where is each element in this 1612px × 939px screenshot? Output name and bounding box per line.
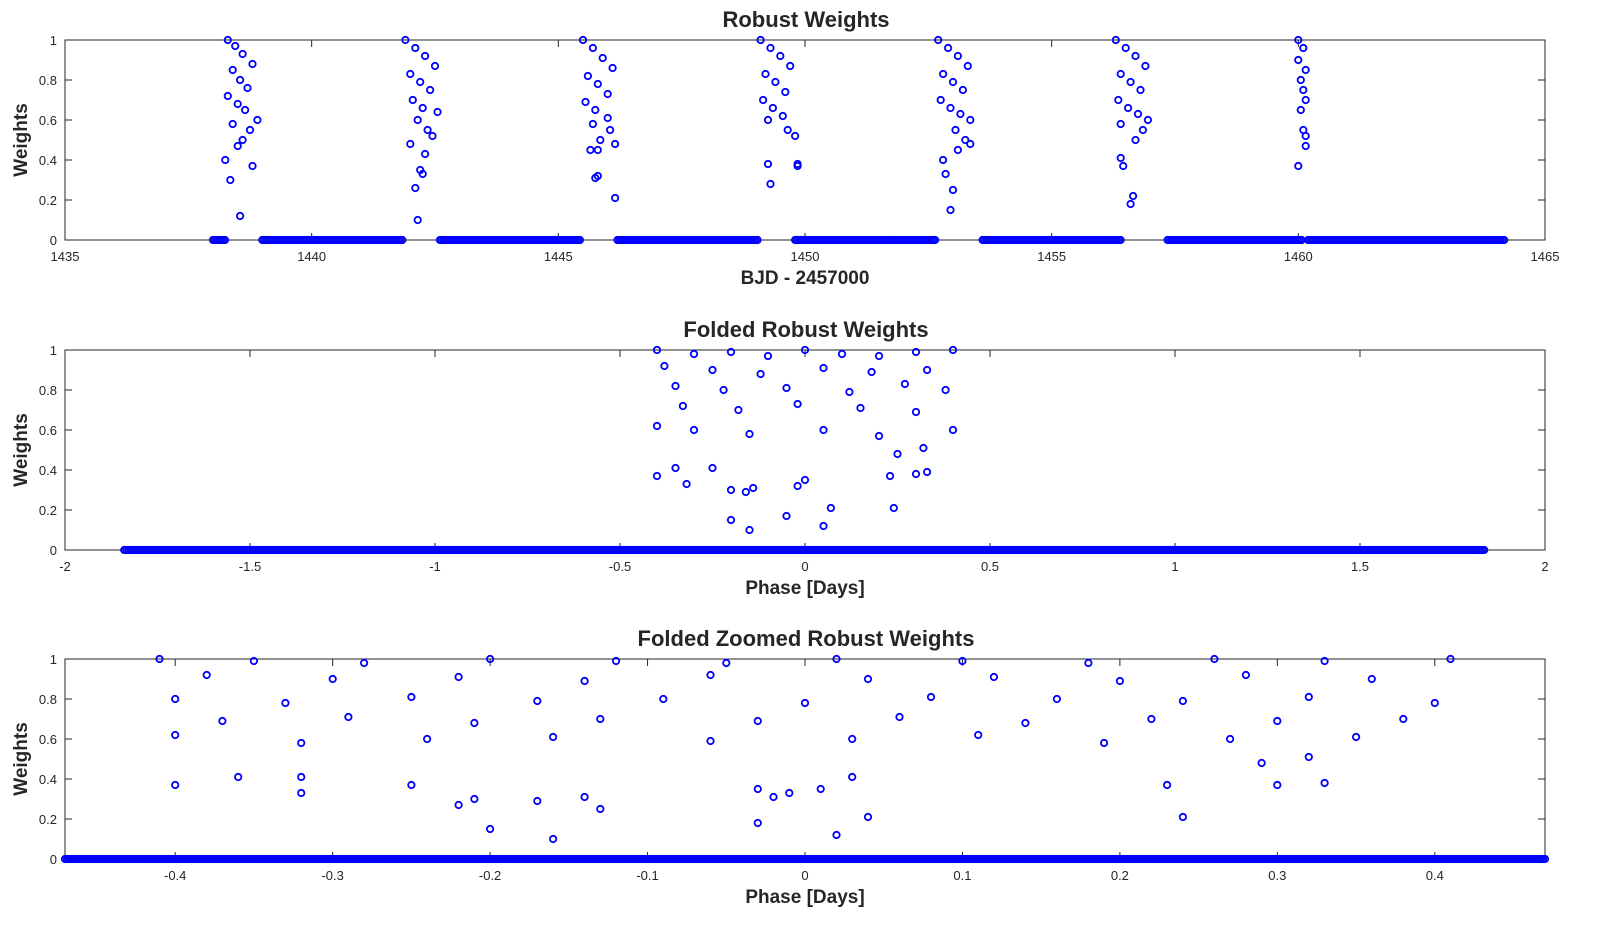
panel-1-x-tick-label: 1450 [791, 249, 820, 264]
panel-3-x-tick-label: -0.1 [636, 868, 658, 883]
panel-1-x-tick-label: 1445 [544, 249, 573, 264]
panel-2-y-tick-label: 0 [50, 543, 57, 558]
panel-2-y-tick-label: 0.8 [39, 383, 57, 398]
panel-2-title: Folded Robust Weights [683, 317, 928, 342]
panel-1-x-axis-label: BJD - 2457000 [741, 268, 870, 289]
panel-2-y-tick-label: 0.4 [39, 463, 57, 478]
panel-2-y-tick-label: 0.6 [39, 423, 57, 438]
panel-1-x-tick-label: 1435 [51, 249, 80, 264]
panel-3-x-tick-label: 0.3 [1268, 868, 1286, 883]
panel-3-x-tick-label: 0.1 [953, 868, 971, 883]
panel-2-x-tick-label: 1 [1171, 559, 1178, 574]
panel-3-y-tick-label: 0 [50, 852, 57, 867]
panel-2: Folded Robust Weights -2 -1.5 -1 -0.5 0 0.5 1 1… [11, 317, 1549, 599]
panel-3: Folded Zoomed Robust Weights -0.4 -0.3 -0.… [11, 626, 1548, 908]
panel-1-y-tick-label: 0.6 [39, 113, 57, 128]
panel-3-y-tick-label: 0.8 [39, 692, 57, 707]
panel-2-x-tick-label: 1.5 [1351, 559, 1369, 574]
panel-3-x-tick-label: 0 [801, 868, 808, 883]
panel-1-x-tick-label: 1455 [1037, 249, 1066, 264]
panel-3-plot-area [65, 659, 1545, 859]
panel-3-x-tick-label: -0.4 [164, 868, 186, 883]
panel-3-x-axis-label: Phase [Days] [745, 887, 864, 908]
panel-3-x-tick-label: -0.2 [479, 868, 501, 883]
panel-3-y-tick-label: 1 [50, 652, 57, 667]
panel-3-y-axis-label: Weights [11, 722, 32, 796]
panel-1-x-tick-label: 1465 [1531, 249, 1560, 264]
panel-1-y-tick-label: 0.8 [39, 73, 57, 88]
panel-1-x-tick-label: 1440 [297, 249, 326, 264]
panel-1-x-tick-label: 1460 [1284, 249, 1313, 264]
panel-2-y-tick-label: 1 [50, 343, 57, 358]
panel-1-y-tick-label: 0.4 [39, 153, 57, 168]
panel-3-title: Folded Zoomed Robust Weights [638, 626, 975, 651]
panel-1-y-tick-label: 1 [50, 33, 57, 48]
panel-2-y-axis-label: Weights [11, 413, 32, 487]
panel-3-y-tick-label: 0.2 [39, 812, 57, 827]
panel-2-x-tick-label: -0.5 [609, 559, 631, 574]
panel-3-x-tick-label: 0.4 [1426, 868, 1444, 883]
panel-1-y-tick-label: 0.2 [39, 193, 57, 208]
panel-3-x-tick-label: 0.2 [1111, 868, 1129, 883]
panel-2-y-tick-label: 0.2 [39, 503, 57, 518]
panel-2-x-tick-label: -1.5 [239, 559, 261, 574]
panel-3-y-tick-label: 0.6 [39, 732, 57, 747]
panel-1-plot-area [65, 40, 1545, 240]
panel-2-x-tick-label: 2 [1541, 559, 1548, 574]
panel-1: Robust Weights 1435 1440 1445 1450 1455 1460 1… [11, 7, 1559, 289]
panel-2-x-axis-label: Phase [Days] [745, 578, 864, 599]
panel-1-title: Robust Weights [722, 7, 889, 32]
panel-3-y-tick-label: 0.4 [39, 772, 57, 787]
panel-2-x-tick-label: -2 [59, 559, 71, 574]
panel-1-y-axis-label: Weights [11, 103, 32, 177]
panel-2-x-tick-label: -1 [429, 559, 441, 574]
panel-2-plot-area [65, 350, 1545, 550]
panel-2-x-tick-label: 0.5 [981, 559, 999, 574]
panel-1-y-tick-label: 0 [50, 233, 57, 248]
panel-3-x-tick-label: -0.3 [321, 868, 343, 883]
panel-2-x-tick-label: 0 [801, 559, 808, 574]
